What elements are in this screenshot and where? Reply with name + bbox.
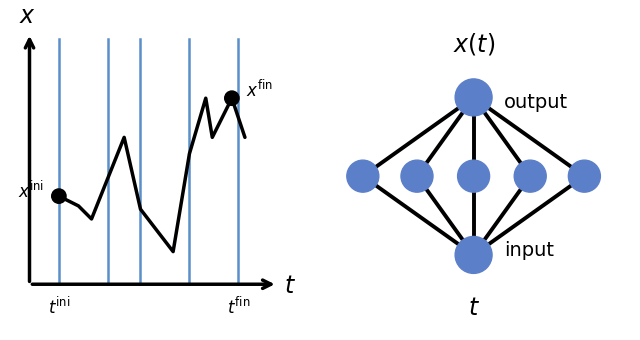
Text: $x^\mathrm{fin}$: $x^\mathrm{fin}$ [246, 80, 273, 101]
Circle shape [514, 160, 546, 192]
Text: input: input [504, 240, 554, 259]
Circle shape [568, 160, 600, 192]
Text: $t^\mathrm{ini}$: $t^\mathrm{ini}$ [47, 296, 70, 318]
Circle shape [455, 79, 492, 116]
Text: $t^\mathrm{fin}$: $t^\mathrm{fin}$ [227, 296, 250, 318]
Circle shape [455, 236, 492, 273]
Text: $t$: $t$ [468, 295, 479, 320]
Circle shape [225, 91, 239, 105]
Circle shape [347, 160, 379, 192]
Circle shape [458, 160, 490, 192]
Text: $t$: $t$ [284, 274, 296, 298]
Text: output: output [504, 93, 568, 112]
Circle shape [401, 160, 433, 192]
Text: $x$: $x$ [19, 4, 36, 28]
Text: $x(t)$: $x(t)$ [452, 31, 495, 57]
Text: $x^\mathrm{ini}$: $x^\mathrm{ini}$ [18, 181, 44, 202]
Circle shape [52, 189, 66, 203]
